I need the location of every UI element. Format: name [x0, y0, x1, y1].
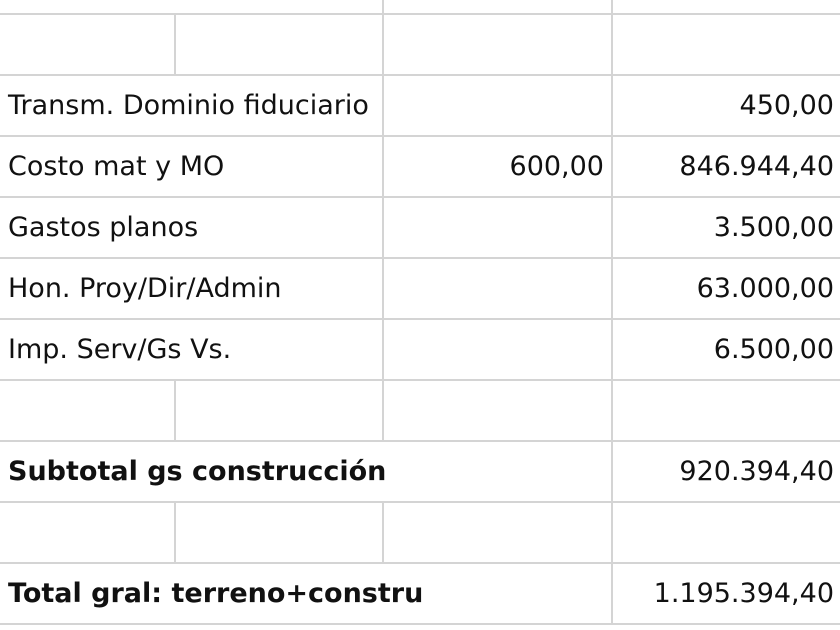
- column-border: [611, 441, 613, 502]
- amount: 63.000,00: [696, 273, 834, 304]
- column-border: [382, 258, 384, 319]
- column-border: [382, 75, 384, 136]
- column-border: [174, 14, 176, 75]
- column-border: [611, 14, 613, 75]
- column-border: [382, 502, 384, 563]
- amount: 920.394,40: [679, 456, 834, 487]
- row-label: Gastos planos: [8, 212, 199, 243]
- row-border: [0, 257, 840, 259]
- row-label: Hon. Proy/Dir/Admin: [8, 273, 282, 304]
- column-border: [174, 502, 176, 563]
- row-border: [0, 562, 840, 564]
- column-border: [611, 319, 613, 380]
- row-border: [0, 440, 840, 442]
- column-border: [174, 380, 176, 441]
- quantity: 600,00: [509, 151, 604, 182]
- column-border: [611, 563, 613, 624]
- column-border: [611, 136, 613, 197]
- row-border: [0, 135, 840, 137]
- row-border: [0, 501, 840, 503]
- column-border: [611, 380, 613, 441]
- column-border: [382, 0, 384, 14]
- row-border: [0, 196, 840, 198]
- amount: 3.500,00: [713, 212, 834, 243]
- row-border: [0, 318, 840, 320]
- row-label: Imp. Serv/Gs Vs.: [8, 334, 232, 365]
- column-border: [611, 197, 613, 258]
- row-border: [0, 379, 840, 381]
- amount: 6.500,00: [713, 334, 834, 365]
- column-border: [382, 14, 384, 75]
- row-label: Costo mat y MO: [8, 151, 225, 182]
- column-border: [382, 380, 384, 441]
- row-label: Subtotal gs construcción: [8, 456, 387, 487]
- row-label: Transm. Dominio fiduciario: [8, 90, 369, 121]
- column-border: [611, 0, 613, 14]
- row-border: [0, 13, 840, 15]
- amount: 846.944,40: [679, 151, 834, 182]
- column-border: [611, 75, 613, 136]
- row-label: Gastos de construcción: [8, 0, 363, 14]
- column-border: [382, 197, 384, 258]
- amount: 1.195.394,40: [653, 578, 834, 609]
- column-border: [611, 502, 613, 563]
- row-border: [0, 623, 840, 625]
- column-border: [611, 258, 613, 319]
- column-border: [382, 136, 384, 197]
- row-label: Total gral: terreno+constru: [8, 578, 424, 609]
- column-border: [382, 319, 384, 380]
- row-border: [0, 74, 840, 76]
- amount: 450,00: [739, 90, 834, 121]
